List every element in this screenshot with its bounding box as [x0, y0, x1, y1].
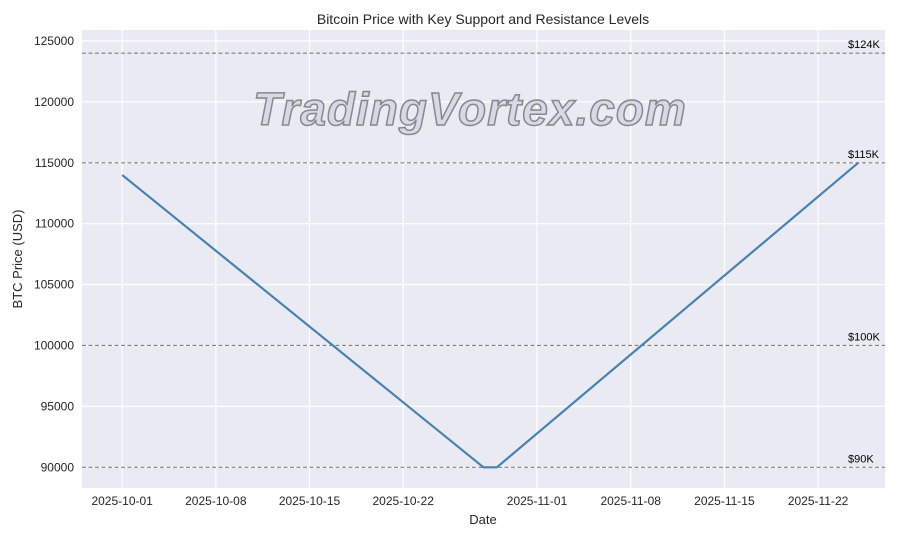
x-tick-label: 2025-10-01: [91, 494, 153, 508]
x-axis-label: Date: [469, 512, 496, 527]
y-tick-label: 110000: [35, 217, 74, 231]
y-tick-label: 120000: [34, 95, 74, 109]
price-line: [121, 161, 859, 469]
y-axis-label: BTC Price (USD): [10, 210, 25, 309]
y-tick-label: 100000: [34, 338, 74, 352]
x-tick-label: 2025-11-01: [507, 494, 568, 508]
chart-title: Bitcoin Price with Key Support and Resis…: [317, 11, 649, 27]
y-tick-label: 95000: [41, 399, 75, 413]
level-label: $124K: [848, 39, 880, 51]
y-tick-label: 125000: [34, 34, 74, 48]
x-tick-label: 2025-10-22: [373, 494, 435, 508]
y-tick-label: 90000: [41, 460, 75, 474]
y-tick-label: 115000: [35, 156, 74, 170]
x-tick-label: 2025-11-22: [788, 494, 849, 508]
watermark: TradingVortex.com: [253, 83, 687, 135]
x-tick-label: 2025-10-15: [279, 494, 341, 508]
level-label: $100K: [848, 331, 880, 343]
x-tick-label: 2025-10-08: [185, 494, 247, 508]
x-tick-label: 2025-11-08: [600, 494, 661, 508]
level-label: $115K: [848, 149, 880, 161]
level-label: $90K: [848, 453, 874, 465]
x-tick-label: 2025-11-15: [694, 494, 755, 508]
y-tick-label: 105000: [34, 278, 74, 292]
